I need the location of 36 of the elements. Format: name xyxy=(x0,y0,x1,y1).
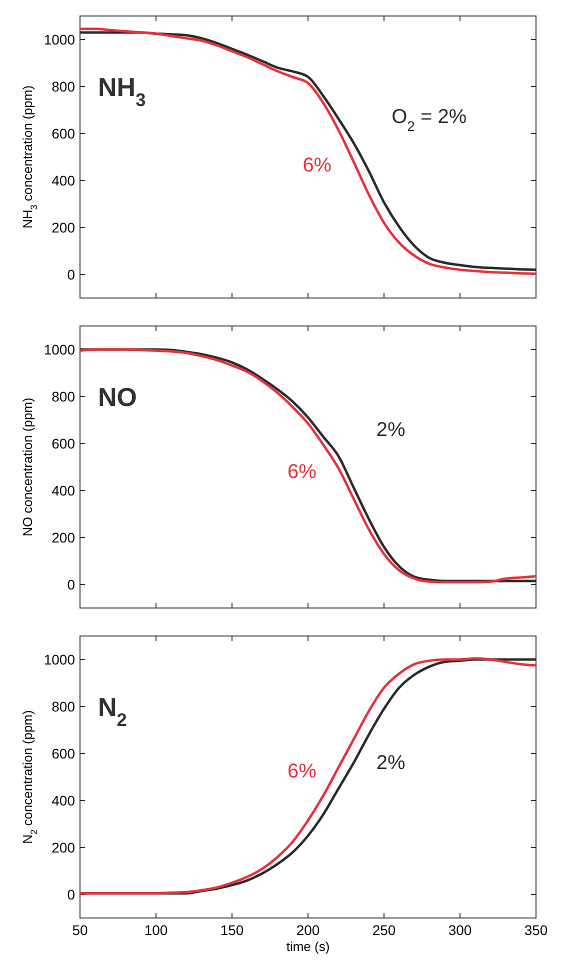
y-tick-label: 400 xyxy=(52,172,76,188)
y-axis-title: NO concentration (ppm) xyxy=(20,398,35,536)
x-tick-label: 300 xyxy=(448,922,472,938)
x-tick-label: 50 xyxy=(72,922,88,938)
text: 2% xyxy=(376,418,406,441)
y-tick-label: 600 xyxy=(52,126,76,142)
y-tick-label: 200 xyxy=(52,840,76,856)
text: N$_{2}$ xyxy=(98,692,127,730)
series-label: 6% xyxy=(287,760,317,783)
x-tick-label: 250 xyxy=(372,922,396,938)
text: NO xyxy=(98,382,137,412)
x-axis-title: time (s) xyxy=(286,939,330,954)
series-label: 2% xyxy=(376,752,406,774)
y-tick-label: 600 xyxy=(52,436,76,452)
y-tick-label: 1000 xyxy=(44,652,76,668)
y-tick-label: 0 xyxy=(67,266,76,282)
x-tick-label: 350 xyxy=(524,922,548,938)
y-tick-label: 200 xyxy=(52,530,76,546)
y-tick-label: 400 xyxy=(52,792,76,808)
y-tick-label: 800 xyxy=(52,698,76,714)
series-label: 6% xyxy=(302,154,332,177)
x-tick-label: 150 xyxy=(220,922,244,938)
y-tick-label: 600 xyxy=(52,746,76,762)
y-tick-label: 800 xyxy=(52,388,76,404)
y-tick-label: 0 xyxy=(67,886,76,902)
y-tick-label: 400 xyxy=(52,482,76,498)
series-label: 6% xyxy=(287,461,317,484)
series-label: O$_{2}$ = 2% xyxy=(392,106,467,134)
y-tick-label: 1000 xyxy=(44,342,76,358)
text: NH$_{3}$ xyxy=(98,72,146,110)
y-tick-label: 1000 xyxy=(44,32,76,48)
y-tick-label: 0 xyxy=(67,576,76,592)
y-tick-label: 200 xyxy=(52,220,76,236)
x-tick-label: 200 xyxy=(296,922,320,938)
x-tick-label: 100 xyxy=(144,922,168,938)
y-tick-label: 800 xyxy=(52,78,76,94)
